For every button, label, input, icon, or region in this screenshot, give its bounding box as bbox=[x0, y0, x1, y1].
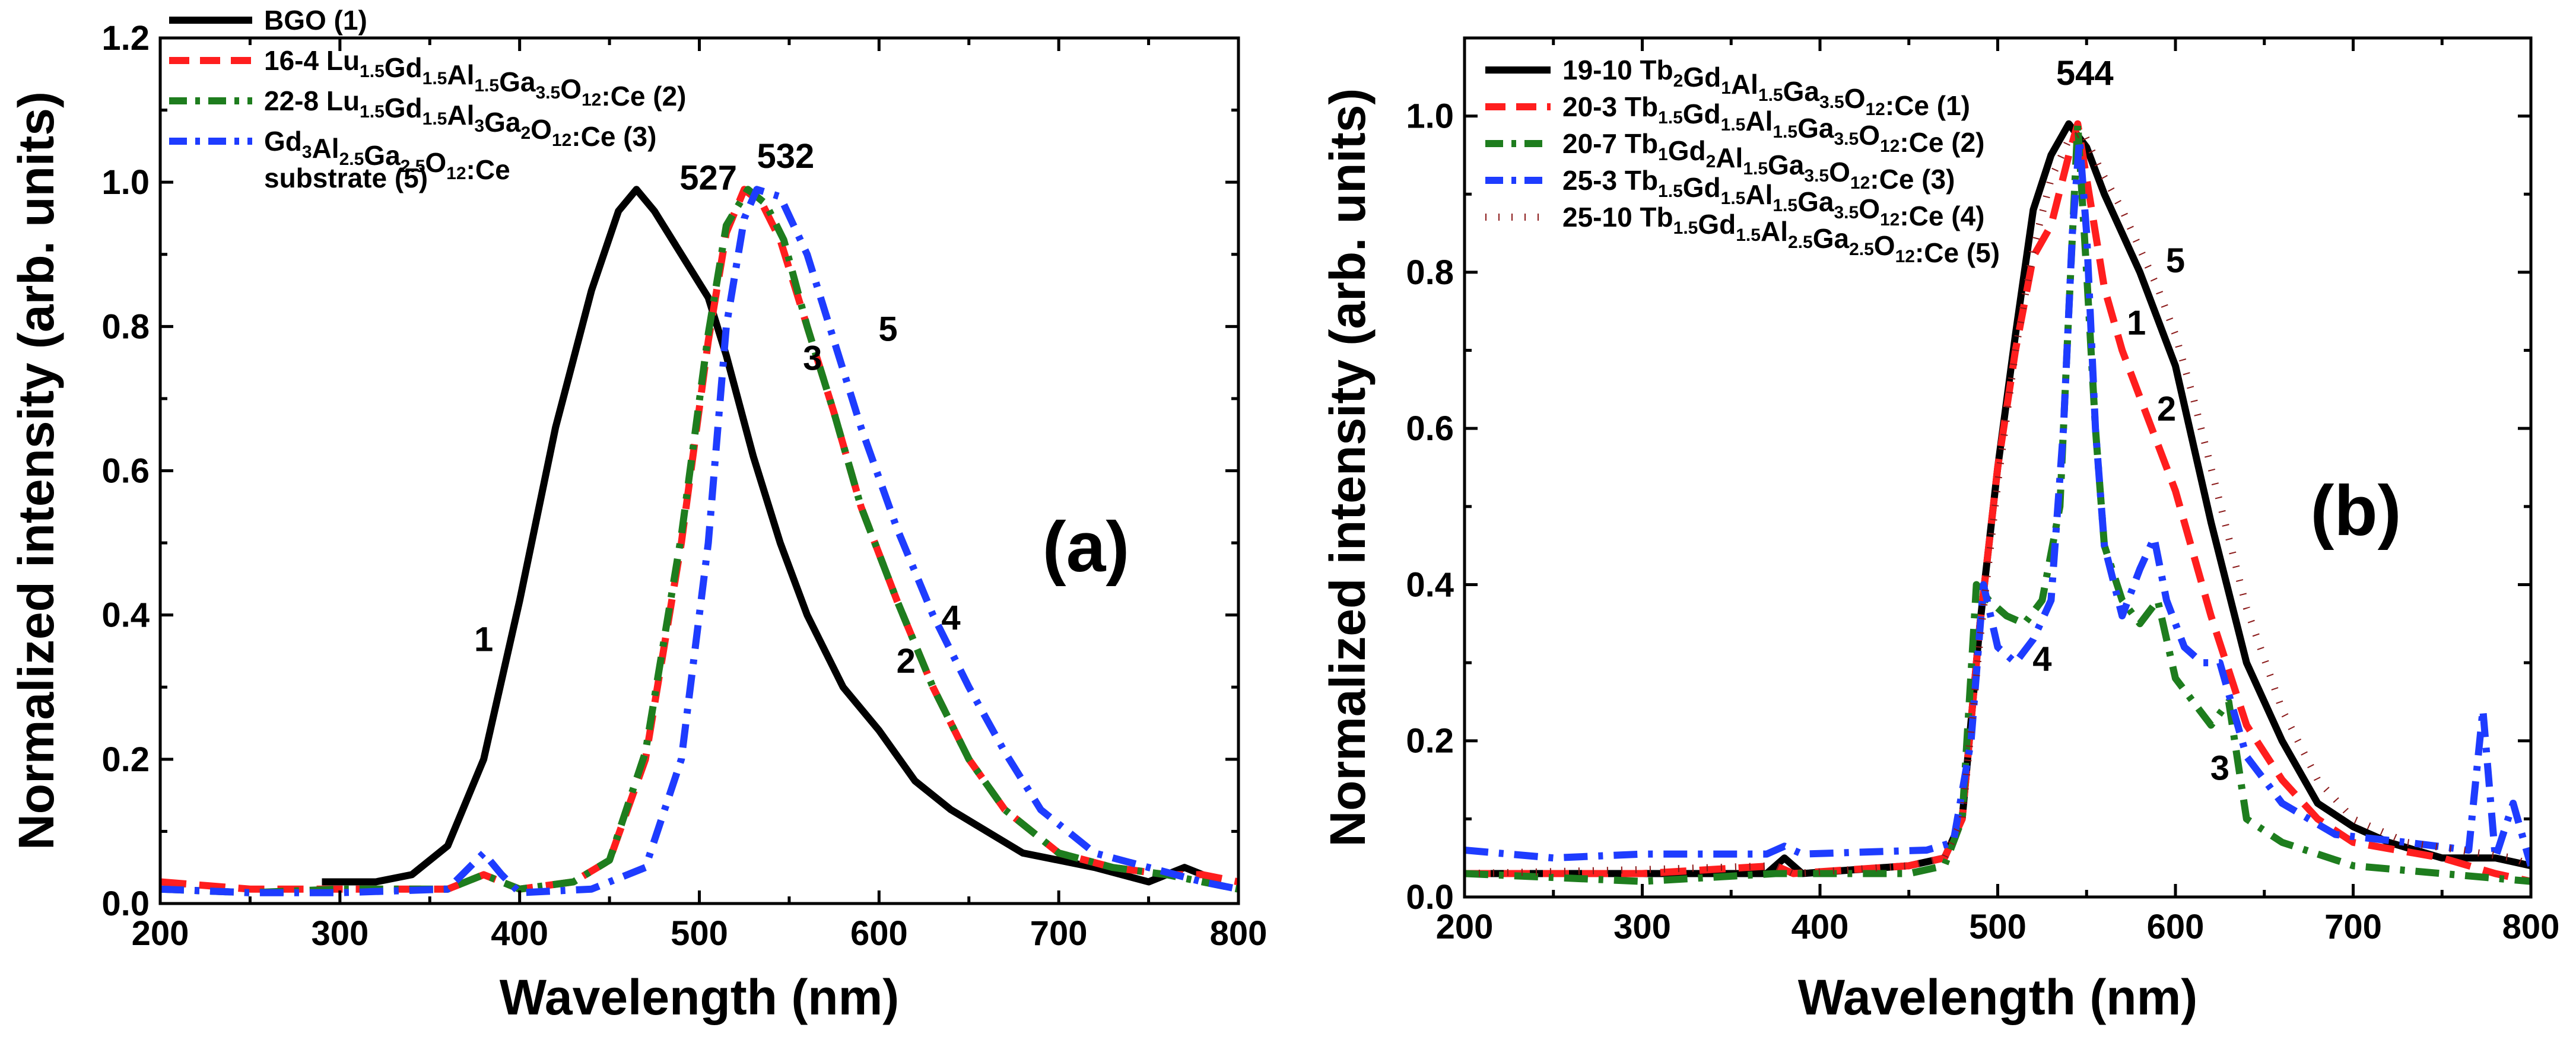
legend-entry: 20-7 Tb1Gd2Al1.5Ga3.5O12:Ce (3) bbox=[1562, 128, 1955, 195]
peak-label: 544 bbox=[2056, 54, 2114, 93]
y-tick-label: 0.8 bbox=[101, 307, 150, 346]
y-tick-label: 1.2 bbox=[101, 19, 150, 58]
panel-b: 200 300 400 500 600 700 800 0.0 0.2 0.4 0.6 0.8 1.0 W… bbox=[1320, 36, 2560, 1025]
curve-label: 2 bbox=[897, 642, 916, 680]
x-tick-label: 500 bbox=[1969, 908, 2027, 946]
legend-entry: Gd3Al2.5Ga2.5O12:Ce bbox=[264, 126, 510, 185]
curve-label: 1 bbox=[2127, 304, 2146, 342]
series-line-1 bbox=[1465, 120, 2531, 877]
y-tick-label: 0.2 bbox=[101, 740, 150, 779]
x-axis-title: Wavelength (nm) bbox=[500, 969, 900, 1025]
x-tick-label: 300 bbox=[311, 914, 369, 953]
legend-entry: 25-10 Tb1.5Gd1.5Al2.5Ga2.5O12:Ce (5) bbox=[1562, 202, 2000, 268]
series-group bbox=[160, 186, 1238, 896]
legend-entry: 22-8 Lu1.5Gd1.5Al3Ga2O12:Ce (3) bbox=[264, 85, 656, 152]
y-tick-label: 1.0 bbox=[101, 163, 150, 202]
legend-entry: 25-3 Tb1.5Gd1.5Al1.5Ga3.5O12:Ce (4) bbox=[1562, 165, 1984, 231]
y-tick-label: 0.8 bbox=[1406, 253, 1454, 292]
y-tick-label: 0.4 bbox=[101, 596, 150, 635]
curve-label: 3 bbox=[803, 339, 822, 377]
x-tick-label: 800 bbox=[2502, 908, 2560, 946]
curve-label: 2 bbox=[2157, 390, 2176, 428]
y-axis-title: Normalized intensity (arb. units) bbox=[1320, 88, 1376, 847]
series-group bbox=[1465, 120, 2531, 885]
legend-entry: 20-3 Tb1.5Gd1.5Al1.5Ga3.5O12:Ce (2) bbox=[1562, 91, 1984, 158]
curve-label: 4 bbox=[2032, 640, 2051, 678]
x-tick-label: 500 bbox=[671, 914, 728, 953]
panel-label: (a) bbox=[1043, 507, 1130, 587]
y-axis-title: Normalized intensity (arb. units) bbox=[8, 91, 64, 850]
series-line-4 bbox=[1465, 136, 2531, 867]
x-tick-label: 400 bbox=[491, 914, 548, 953]
panel-label: (b) bbox=[2310, 471, 2401, 551]
series-line-1 bbox=[322, 186, 1222, 886]
y-tick-label: 0.6 bbox=[101, 452, 150, 491]
x-tick-label: 300 bbox=[1613, 908, 1671, 946]
x-axis-title: Wavelength (nm) bbox=[1798, 969, 2198, 1025]
x-tick-label: 200 bbox=[1436, 908, 1494, 946]
y-tick-label: 0.2 bbox=[1406, 722, 1454, 761]
legend-entry: BGO (1) bbox=[264, 5, 367, 36]
curve-label: 1 bbox=[474, 620, 493, 659]
legend-entry: 16-4 Lu1.5Gd1.5Al1.5Ga3.5O12:Ce (2) bbox=[264, 45, 686, 112]
x-tick-label: 200 bbox=[132, 914, 189, 953]
y-tick-label: 0.0 bbox=[101, 885, 150, 923]
curve-label: 5 bbox=[2166, 241, 2185, 280]
curve-label: 4 bbox=[941, 599, 960, 637]
curve-label: 5 bbox=[878, 310, 897, 349]
legend: BGO (1) 16-4 Lu1.5Gd1.5Al1.5Ga3.5O12:Ce (… bbox=[169, 5, 686, 193]
x-tick-label: 600 bbox=[850, 914, 908, 953]
y-tick-label: 0.0 bbox=[1406, 878, 1454, 917]
y-tick-label: 0.4 bbox=[1406, 565, 1454, 604]
curve-label: 3 bbox=[2210, 749, 2229, 788]
peak-label: 532 bbox=[757, 137, 814, 176]
x-tick-label: 400 bbox=[1792, 908, 1849, 946]
x-tick-label: 700 bbox=[1030, 914, 1088, 953]
legend-entry-line2: substrate (5) bbox=[264, 163, 428, 193]
peak-label: 527 bbox=[679, 158, 737, 197]
legend-entry: 19-10 Tb2Gd1Al1.5Ga3.5O12:Ce (1) bbox=[1562, 55, 1970, 121]
legend: 19-10 Tb2Gd1Al1.5Ga3.5O12:Ce (1)20-3 Tb1… bbox=[1485, 55, 2000, 268]
y-tick-label: 1.0 bbox=[1406, 97, 1454, 136]
y-tick-label: 0.6 bbox=[1406, 409, 1454, 448]
series-line-4 bbox=[160, 186, 1238, 896]
x-tick-label: 800 bbox=[1210, 914, 1268, 953]
x-tick-label: 600 bbox=[2147, 908, 2205, 946]
x-tick-label: 700 bbox=[2324, 908, 2382, 946]
series-line-5 bbox=[1465, 128, 2531, 877]
panel-a: 200 300 400 500 600 700 800 0.0 0.2 0.4 0.6 0.8 1.0 1… bbox=[8, 5, 1267, 1025]
